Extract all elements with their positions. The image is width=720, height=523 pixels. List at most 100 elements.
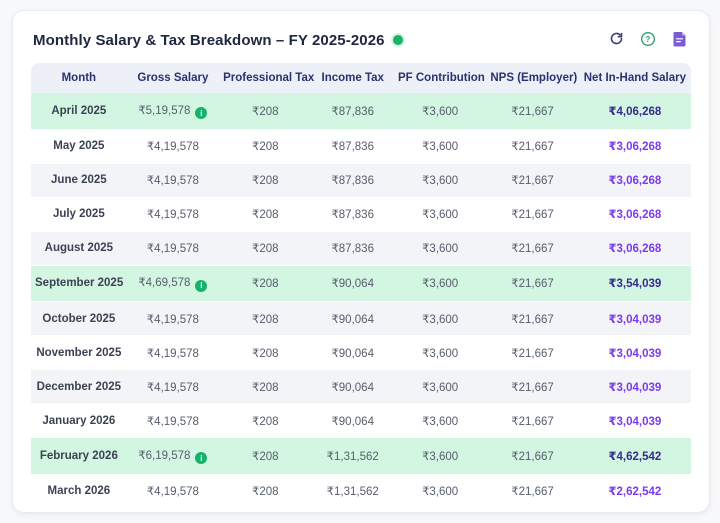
pf-contribution-cell: ₹3,600 <box>393 232 487 266</box>
income-tax-cell: ₹90,064 <box>311 266 394 302</box>
column-header-nps-employer: NPS (Employer) <box>486 63 579 93</box>
nps-employer-cell: ₹21,667 <box>486 93 579 130</box>
gross-salary-cell: ₹4,19,578 <box>126 232 220 266</box>
gross-salary-cell: ₹4,19,578 <box>126 404 220 438</box>
month-cell: October 2025 <box>31 302 127 336</box>
pf-contribution-cell: ₹3,600 <box>393 130 487 164</box>
column-header-pf-contribution: PF Contribution <box>393 63 487 93</box>
pf-contribution-cell: ₹3,600 <box>393 370 487 404</box>
gross-salary-cell: ₹6,19,578 i <box>126 438 220 475</box>
help-button[interactable]: ? <box>639 31 657 49</box>
help-icon: ? <box>640 31 656 50</box>
income-tax-cell: ₹1,31,562 <box>311 438 394 475</box>
month-cell: April 2025 <box>31 93 127 130</box>
header-actions: ? <box>607 31 689 49</box>
gross-salary-cell: ₹4,19,578 <box>126 336 220 370</box>
table-row: December 2025 ₹4,19,578 ₹208 ₹90,064 ₹3,600 ₹… <box>31 370 691 404</box>
pf-contribution-cell: ₹3,600 <box>393 336 487 370</box>
income-tax-cell: ₹1,31,562 <box>311 475 394 509</box>
professional-tax-cell: ₹208 <box>219 370 312 404</box>
nps-employer-cell: ₹21,667 <box>486 370 579 404</box>
income-tax-cell: ₹90,064 <box>311 370 394 404</box>
salary-table: Month Gross Salary Professional Tax Inco… <box>31 63 691 509</box>
net-salary-cell: ₹3,04,039 <box>578 336 691 370</box>
document-icon <box>673 31 687 50</box>
month-cell: February 2026 <box>31 438 127 475</box>
professional-tax-cell: ₹208 <box>219 130 312 164</box>
gross-salary-cell: ₹4,19,578 <box>126 302 220 336</box>
table-row: March 2026 ₹4,19,578 ₹208 ₹1,31,562 ₹3,600 ₹2… <box>31 474 691 509</box>
nps-employer-cell: ₹21,667 <box>486 302 579 336</box>
gross-info-icon[interactable]: i <box>195 107 208 119</box>
gross-salary-cell: ₹4,69,578 i <box>126 266 220 302</box>
pf-contribution-cell: ₹3,600 <box>393 475 487 509</box>
table-header-row: Month Gross Salary Professional Tax Inco… <box>31 63 691 93</box>
nps-employer-cell: ₹21,667 <box>486 475 579 509</box>
professional-tax-cell: ₹208 <box>219 164 312 198</box>
net-salary-cell: ₹4,06,268 <box>578 93 691 130</box>
nps-employer-cell: ₹21,667 <box>486 232 579 266</box>
pf-contribution-cell: ₹3,600 <box>393 404 487 438</box>
gross-info-icon[interactable]: i <box>195 279 208 292</box>
svg-text:?: ? <box>646 34 651 43</box>
column-header-income-tax: Income Tax <box>311 63 394 93</box>
gross-info-icon[interactable]: i <box>195 452 208 464</box>
net-salary-cell: ₹2,62,542 <box>578 475 691 509</box>
month-cell: July 2025 <box>31 198 127 232</box>
table-row: November 2025 ₹4,19,578 ₹208 ₹90,064 ₹3,600 ₹… <box>31 336 691 370</box>
table-body: April 2025 ₹5,19,578 i ₹208 ₹87,836 ₹3,600 ₹21… <box>31 93 691 509</box>
table-row: April 2025 ₹5,19,578 i ₹208 ₹87,836 ₹3,600 ₹21… <box>31 93 691 130</box>
column-header-month: Month <box>31 63 127 93</box>
income-tax-cell: ₹87,836 <box>311 93 394 130</box>
net-salary-cell: ₹3,04,039 <box>578 404 691 438</box>
nps-employer-cell: ₹21,667 <box>486 266 579 302</box>
refresh-button[interactable] <box>607 31 625 49</box>
professional-tax-cell: ₹208 <box>219 404 312 438</box>
nps-employer-cell: ₹21,667 <box>486 404 579 438</box>
nps-employer-cell: ₹21,667 <box>486 198 579 232</box>
professional-tax-cell: ₹208 <box>219 336 312 370</box>
income-tax-cell: ₹90,064 <box>311 404 394 438</box>
gross-salary-cell: ₹4,19,578 <box>126 164 220 198</box>
net-salary-cell: ₹3,06,268 <box>578 130 691 164</box>
column-header-professional-tax: Professional Tax <box>219 63 314 93</box>
table-row: September 2025 ₹4,69,578 i ₹208 ₹90,064 ₹3,60… <box>31 265 691 302</box>
gross-salary-cell: ₹4,19,578 <box>126 198 220 232</box>
month-cell: August 2025 <box>31 232 127 266</box>
professional-tax-cell: ₹208 <box>219 302 312 336</box>
income-tax-cell: ₹90,064 <box>311 302 394 336</box>
net-salary-cell: ₹4,62,542 <box>578 438 691 475</box>
pf-contribution-cell: ₹3,600 <box>393 93 487 130</box>
table-row: July 2025 ₹4,19,578 ₹208 ₹87,836 ₹3,600 ₹21,6… <box>31 197 691 232</box>
net-salary-cell: ₹3,04,039 <box>578 370 691 404</box>
nps-employer-cell: ₹21,667 <box>486 336 579 370</box>
net-salary-cell: ₹3,06,268 <box>578 232 691 266</box>
table-row: August 2025 ₹4,19,578 ₹208 ₹87,836 ₹3,600 ₹21… <box>31 231 691 266</box>
income-tax-cell: ₹87,836 <box>311 164 394 198</box>
gross-salary-cell: ₹5,19,578 i <box>126 93 220 130</box>
pf-contribution-cell: ₹3,600 <box>393 164 487 198</box>
table-row: June 2025 ₹4,19,578 ₹208 ₹87,836 ₹3,600 ₹21,6… <box>31 163 691 198</box>
month-cell: September 2025 <box>31 266 127 302</box>
month-cell: January 2026 <box>31 404 127 438</box>
professional-tax-cell: ₹208 <box>219 266 312 302</box>
column-header-net-in-hand: Net In-Hand Salary <box>578 63 691 93</box>
pf-contribution-cell: ₹3,600 <box>393 438 487 475</box>
net-salary-cell: ₹3,06,268 <box>578 164 691 198</box>
pf-contribution-cell: ₹3,600 <box>393 198 487 232</box>
net-salary-cell: ₹3,04,039 <box>578 302 691 336</box>
table-row: October 2025 ₹4,19,578 ₹208 ₹90,064 ₹3,600 ₹2… <box>31 302 691 336</box>
column-header-gross-salary: Gross Salary <box>126 63 220 93</box>
month-cell: March 2026 <box>31 475 127 509</box>
live-status-dot-icon <box>392 35 403 45</box>
professional-tax-cell: ₹208 <box>219 438 312 475</box>
professional-tax-cell: ₹208 <box>219 198 312 232</box>
income-tax-cell: ₹87,836 <box>311 232 394 266</box>
export-document-button[interactable] <box>671 31 689 49</box>
professional-tax-cell: ₹208 <box>219 475 312 509</box>
month-cell: May 2025 <box>31 130 127 164</box>
gross-salary-cell: ₹4,19,578 <box>126 370 220 404</box>
nps-employer-cell: ₹21,667 <box>486 164 579 198</box>
professional-tax-cell: ₹208 <box>219 232 312 266</box>
table-row: May 2025 ₹4,19,578 ₹208 ₹87,836 ₹3,600 ₹21,66… <box>31 129 691 164</box>
